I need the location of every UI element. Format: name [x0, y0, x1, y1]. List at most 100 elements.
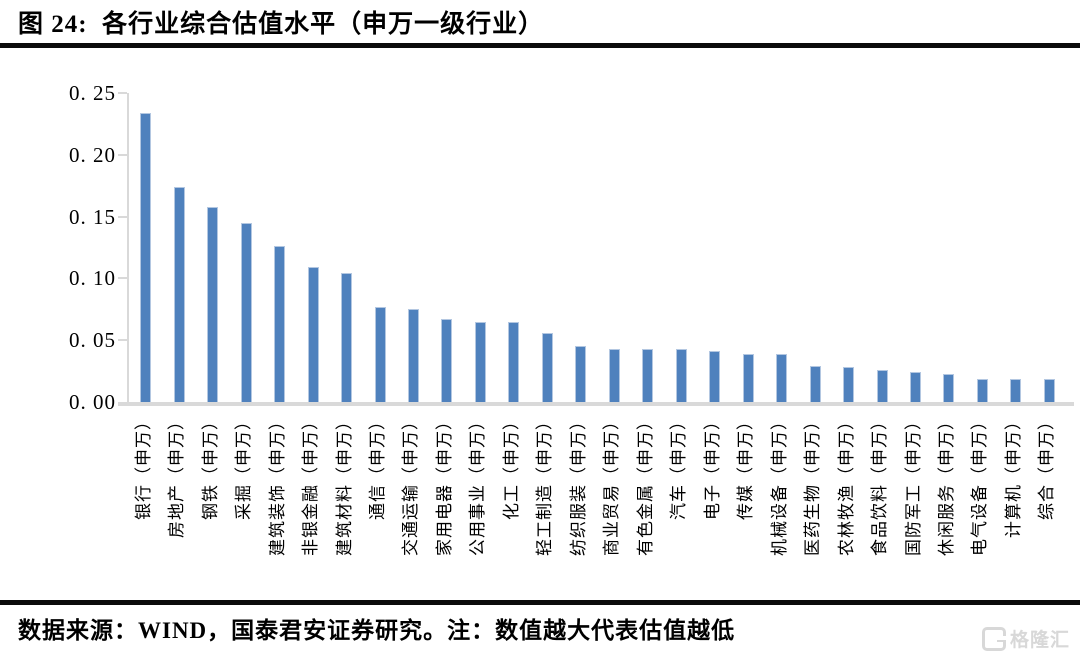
- x-axis-label-slot: 电子（申万）: [696, 412, 729, 598]
- x-axis-label: 有色金属（申万）: [635, 412, 655, 556]
- bar: [307, 267, 319, 402]
- bar: [274, 246, 286, 402]
- bar-slot: [129, 93, 162, 402]
- x-axis-label-slot: 商业贸易（申万）: [596, 412, 629, 598]
- x-axis-label: 非银金融（申万）: [301, 412, 321, 556]
- x-axis-label-slot: 汽车（申万）: [663, 412, 696, 598]
- bar-slot: [397, 93, 430, 402]
- x-axis-label: 国防军工（申万）: [903, 412, 923, 556]
- bottom-divider-rule: [0, 600, 1080, 605]
- x-axis-label-slot: 化工（申万）: [495, 412, 528, 598]
- x-axis-label-slot: 纺织服装（申万）: [562, 412, 595, 598]
- bar: [140, 113, 152, 402]
- y-axis-tick-label: 0. 10: [69, 266, 116, 291]
- bar-slot: [665, 93, 698, 402]
- bar: [843, 367, 855, 402]
- bar-slot: [497, 93, 530, 402]
- y-axis-tick-label: 0. 20: [69, 142, 116, 167]
- x-axis-label-slot: 非银金融（申万）: [294, 412, 327, 598]
- bar: [575, 346, 587, 402]
- x-axis-label-slot: 农林牧渔（申万）: [830, 412, 863, 598]
- source-note: 数据来源：WIND，国泰君安证券研究。注：数值越大代表估值越低: [18, 618, 736, 643]
- x-axis-label-slot: 建筑材料（申万）: [328, 412, 361, 598]
- y-axis-tick-label: 0. 00: [69, 390, 116, 414]
- bar-slot: [330, 93, 363, 402]
- x-axis-label-slot: 计算机（申万）: [997, 412, 1030, 598]
- x-axis-label: 电子（申万）: [702, 412, 722, 520]
- bar-slot: [162, 93, 195, 402]
- bar-slot: [229, 93, 262, 402]
- bar: [910, 372, 922, 402]
- y-axis-tick-mark: [118, 339, 127, 342]
- x-axis-label: 医药生物（申万）: [803, 412, 823, 556]
- bar: [876, 370, 888, 402]
- plot-area: [118, 92, 1074, 406]
- bar: [207, 207, 219, 402]
- bar-slot: [263, 93, 296, 402]
- bar-slot: [1033, 93, 1066, 402]
- x-axis-label: 房地产（申万）: [167, 412, 187, 538]
- bar: [976, 379, 988, 402]
- x-axis-label: 综合（申万）: [1037, 412, 1057, 520]
- top-divider-rule: [0, 43, 1080, 48]
- bar-slot: [598, 93, 631, 402]
- x-axis-label: 纺织服装（申万）: [568, 412, 588, 556]
- bar-slot: [531, 93, 564, 402]
- bar-slot: [966, 93, 999, 402]
- figure-title: 图 24: 各行业综合估值水平（申万一级行业）: [18, 11, 545, 38]
- bar: [742, 354, 754, 402]
- x-axis-label: 农林牧渔（申万）: [836, 412, 856, 556]
- bar: [173, 187, 185, 402]
- x-axis-label: 交通运输（申万）: [401, 412, 421, 556]
- watermark: 格隆汇: [981, 625, 1070, 652]
- y-axis-tick-mark: [118, 92, 127, 94]
- x-axis-label-slot: 传媒（申万）: [729, 412, 762, 598]
- bar-slot: [464, 93, 497, 402]
- x-axis-label-slot: 公用事业（申万）: [462, 412, 495, 598]
- x-axis-label-slot: 医药生物（申万）: [796, 412, 829, 598]
- x-axis-label-slot: 通信（申万）: [361, 412, 394, 598]
- x-axis-label-slot: 轻工制造（申万）: [529, 412, 562, 598]
- x-axis-label-slot: 机械设备（申万）: [763, 412, 796, 598]
- y-axis-tick-label: 0. 25: [69, 81, 116, 105]
- bar-slot: [196, 93, 229, 402]
- x-axis-label: 休闲服务（申万）: [936, 412, 956, 556]
- x-axis-label: 商业贸易（申万）: [602, 412, 622, 556]
- bar-slot: [865, 93, 898, 402]
- bar: [441, 319, 453, 402]
- x-axis-label-slot: 有色金属（申万）: [629, 412, 662, 598]
- bar-slot: [832, 93, 865, 402]
- bar-slot: [999, 93, 1032, 402]
- x-axis-label: 机械设备（申万）: [769, 412, 789, 556]
- bar-slot: [899, 93, 932, 402]
- y-axis-tick-label: 0. 15: [69, 204, 116, 229]
- bar: [642, 349, 654, 402]
- x-axis-label: 通信（申万）: [368, 412, 388, 520]
- x-axis-label-slot: 食品饮料（申万）: [863, 412, 896, 598]
- x-axis-label-slot: 建筑装饰（申万）: [261, 412, 294, 598]
- x-axis-labels: 银行（申万） 房地产（申万） 钢铁（申万） 采掘（申万） 建筑装饰（申万） 非银金融（申万…: [127, 412, 1064, 598]
- bar-slot: [798, 93, 831, 402]
- x-axis-label-slot: 交通运输（申万）: [395, 412, 428, 598]
- bar: [508, 322, 520, 402]
- bar: [474, 322, 486, 402]
- bar: [1043, 379, 1055, 402]
- bar-slot: [296, 93, 329, 402]
- bar: [1010, 379, 1022, 402]
- x-axis-label-slot: 休闲服务（申万）: [930, 412, 963, 598]
- x-axis-label: 建筑材料（申万）: [334, 412, 354, 556]
- x-axis-label-slot: 银行（申万）: [127, 412, 160, 598]
- x-axis-label: 银行（申万）: [133, 412, 153, 520]
- x-axis-label: 家用电器（申万）: [434, 412, 454, 556]
- bar: [341, 273, 353, 402]
- x-axis-label: 采掘（申万）: [234, 412, 254, 520]
- x-axis-baseline: [118, 402, 1074, 406]
- x-axis-label: 轻工制造（申万）: [535, 412, 555, 556]
- x-axis-label: 电气设备（申万）: [970, 412, 990, 556]
- x-axis-label: 化工（申万）: [501, 412, 521, 520]
- bar: [776, 354, 788, 402]
- y-axis-tick-mark: [118, 277, 127, 280]
- bar-slot: [698, 93, 731, 402]
- bar: [240, 223, 252, 402]
- x-axis-label: 计算机（申万）: [1003, 412, 1023, 538]
